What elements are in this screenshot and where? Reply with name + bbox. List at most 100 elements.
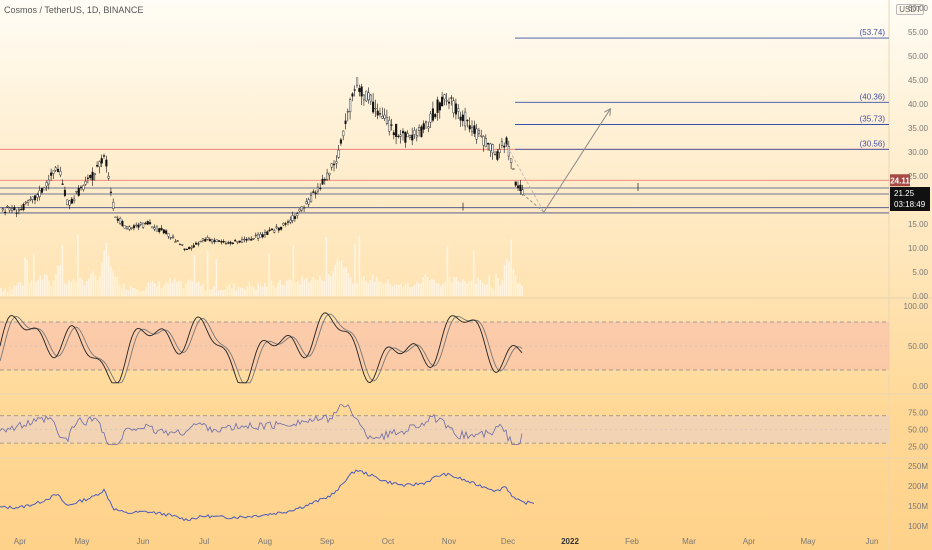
- candle-body: [362, 94, 366, 101]
- volume-bar: [519, 283, 521, 296]
- volume-bar: [158, 281, 160, 296]
- candle-body: [358, 88, 361, 92]
- current-price-text: 21.25: [894, 189, 915, 198]
- volume-bar: [484, 284, 486, 296]
- volume-bar: [444, 281, 446, 296]
- volume-bar: [160, 287, 163, 296]
- volume-bar: [365, 281, 367, 296]
- candle-body: [29, 199, 32, 201]
- volume-bar: [88, 278, 90, 296]
- candle-body: [498, 149, 501, 153]
- candle-body: [75, 191, 78, 193]
- volume-bar: [334, 265, 336, 296]
- candle-body: [351, 93, 354, 97]
- candle-body: [307, 199, 310, 205]
- candle-body: [68, 200, 71, 206]
- volume-bar: [360, 277, 363, 296]
- candle-body: [158, 228, 161, 232]
- volume-bar: [250, 286, 253, 296]
- candle-body: [31, 196, 34, 200]
- volume-bar: [464, 281, 466, 296]
- volume-bar: [332, 270, 334, 296]
- volume-bar: [193, 254, 196, 296]
- currency-badge[interactable]: USDT: [896, 4, 924, 15]
- volume-bar: [431, 279, 433, 296]
- stoch-tick-label: 50.00: [908, 342, 929, 351]
- volume-bar: [123, 283, 125, 296]
- candle-body: [303, 207, 306, 209]
- volume-bar: [378, 281, 380, 296]
- volume-bar: [33, 253, 35, 296]
- candle-body: [264, 232, 267, 236]
- volume-bar: [343, 268, 345, 296]
- price-tick-label: 60.00: [908, 4, 929, 13]
- candle-body: [445, 100, 448, 102]
- candle-body: [86, 177, 89, 179]
- volume-bar: [30, 280, 33, 296]
- candle-body: [206, 237, 209, 240]
- candle-body: [162, 229, 165, 234]
- candle-body: [142, 222, 145, 228]
- guide-dashed-line: [504, 142, 545, 213]
- volume-bar: [222, 290, 224, 296]
- volume-bar: [154, 283, 156, 296]
- volume-bar: [506, 258, 508, 296]
- volume-bar: [24, 257, 26, 296]
- x-tick-label: Jun: [866, 537, 879, 546]
- candle-body: [314, 192, 317, 194]
- volume-bar: [301, 277, 303, 296]
- volume-bar: [140, 291, 143, 296]
- candle-body: [135, 224, 138, 227]
- volume-bar: [385, 282, 387, 296]
- volume-bar: [46, 274, 48, 296]
- candle-body: [383, 114, 386, 119]
- candle-body: [98, 161, 101, 168]
- projection-arrowhead: [604, 107, 611, 116]
- candle-body: [57, 168, 60, 172]
- volume-bar: [26, 259, 28, 296]
- x-tick-label: Sep: [320, 537, 335, 546]
- volume-bar: [118, 285, 121, 296]
- price-tick-label: 55.00: [908, 28, 929, 37]
- candle-body: [47, 179, 50, 185]
- candle-body: [201, 238, 205, 241]
- volume-bar: [446, 245, 449, 296]
- volume-bar: [481, 282, 484, 296]
- candle-body: [298, 208, 301, 212]
- candle-body: [477, 130, 481, 134]
- x-tick-label: Aug: [258, 537, 272, 546]
- volume-bar: [292, 245, 295, 296]
- volume-bar: [497, 278, 499, 296]
- candle-body: [468, 125, 471, 130]
- candle-body: [339, 139, 343, 144]
- volume-bar: [248, 282, 251, 296]
- volume-bar: [171, 282, 174, 296]
- volume-bar: [15, 285, 17, 296]
- candle-body: [429, 113, 432, 123]
- volume-bar: [235, 290, 237, 296]
- volume-bar: [475, 284, 477, 296]
- candle-body: [291, 215, 294, 221]
- volume-bar: [191, 280, 193, 296]
- candle-body: [13, 207, 16, 211]
- candle-body: [326, 172, 329, 180]
- candle-body: [89, 175, 92, 178]
- price-tick-label: 25.00: [908, 172, 929, 181]
- volume-bar: [426, 276, 429, 296]
- candle-body: [130, 227, 133, 229]
- candle-body: [376, 110, 379, 116]
- volume-bar: [442, 283, 444, 296]
- candle-body: [300, 206, 303, 211]
- candle-body: [171, 235, 175, 239]
- volume-bar: [182, 288, 185, 296]
- volume-bar: [341, 260, 343, 296]
- candle-body: [275, 226, 278, 228]
- candle-body: [411, 134, 414, 141]
- candle-body: [335, 161, 338, 164]
- candle-body: [34, 195, 37, 201]
- volume-bar: [85, 281, 88, 296]
- volume-bar: [147, 282, 149, 296]
- volume-bar: [277, 282, 279, 296]
